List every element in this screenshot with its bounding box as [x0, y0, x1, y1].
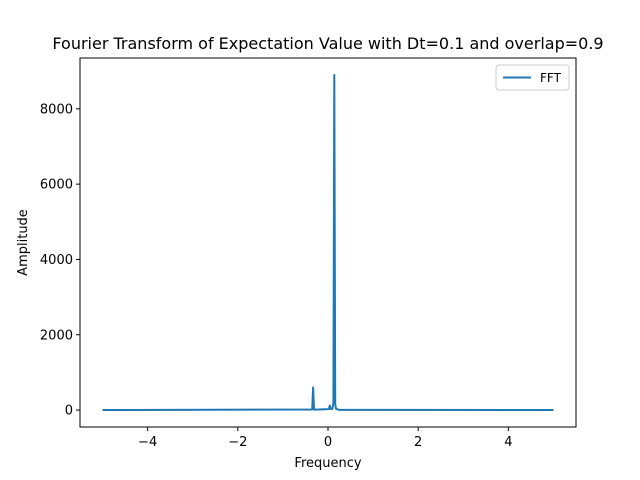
legend-box: [495, 64, 570, 91]
y-axis-label: Amplitude: [16, 209, 31, 276]
x-tick-label: 2: [414, 435, 422, 450]
legend-label-fft: FFT: [540, 71, 562, 85]
x-tick-label: −4: [138, 435, 157, 450]
x-ticks: −4 −2 0 2 4: [138, 427, 513, 450]
y-tick-label: 4000: [40, 253, 73, 268]
legend: FFT: [495, 64, 570, 91]
y-tick-label: 0: [65, 404, 73, 419]
y-ticks: 0 2000 4000 6000 8000: [40, 102, 80, 419]
y-tick-label: 6000: [40, 178, 73, 193]
series-line-fft: [102, 73, 554, 412]
x-tick-label: 0: [324, 435, 332, 450]
x-tick-label: −2: [228, 435, 247, 450]
y-tick-label: 2000: [40, 328, 73, 343]
chart-title: Fourier Transform of Expectation Value w…: [52, 34, 603, 53]
plot-area: [102, 73, 554, 412]
x-axis-label: Frequency: [294, 456, 361, 471]
y-tick-label: 8000: [40, 102, 73, 117]
x-tick-label: 4: [504, 435, 512, 450]
